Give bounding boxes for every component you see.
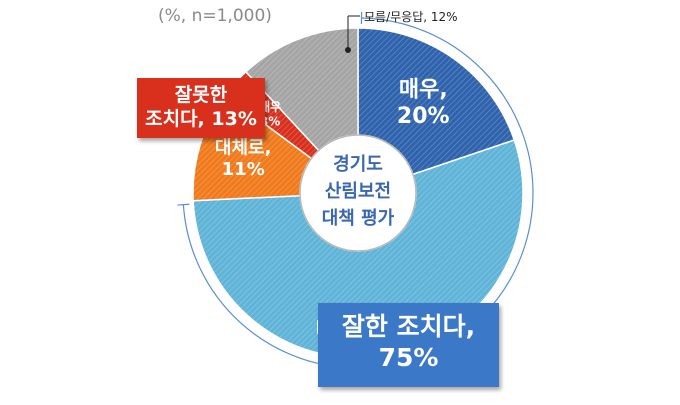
center-label-line-3: 대책 평가 (322, 208, 395, 229)
positive-total-callout: 잘한 조치다, 75% (318, 303, 499, 387)
center-label-line-2: 산림보전 (325, 181, 391, 202)
slice-label-fairly-bad-1: 대체로, (215, 138, 272, 159)
negative-total-line-1: 잘못한 (137, 84, 265, 108)
positive-bracket-tick-2 (177, 204, 189, 205)
slice-label-very-good-1: 매우, (399, 77, 448, 102)
center-hole: 경기도 산림보전 대책 평가 (300, 135, 416, 251)
negative-total-line-2: 조치다, 13% (137, 108, 265, 132)
positive-total-line-2: 75% (318, 342, 499, 373)
center-label-line-1: 경기도 (333, 154, 383, 175)
sample-note: (%, n=1,000) (158, 6, 272, 26)
negative-total-callout: 잘못한 조치다, 13% (137, 78, 265, 138)
slice-label-fairly-bad-2: 11% (222, 159, 265, 180)
dont-know-label: 모름/무응답, 12% (364, 10, 458, 24)
slice-label-very-good-2: 20% (397, 104, 450, 129)
positive-total-line-1: 잘한 조치다, (318, 311, 499, 342)
